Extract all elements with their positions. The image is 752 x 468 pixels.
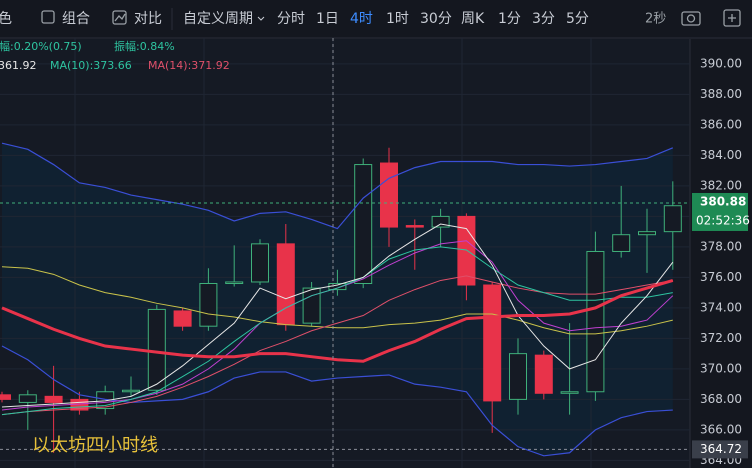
toolbar-item[interactable]: 3分 bbox=[532, 11, 555, 27]
icon-camera[interactable] bbox=[681, 11, 701, 26]
low-marker-label: 364.72 bbox=[700, 442, 742, 456]
candle-body bbox=[18, 394, 37, 403]
y-tick-label: 376.00 bbox=[700, 270, 742, 284]
candle-body bbox=[405, 225, 424, 228]
candle-body bbox=[147, 308, 166, 391]
last-price-tag bbox=[692, 192, 748, 231]
candle-body bbox=[276, 243, 295, 326]
toolbar-item[interactable]: 1分 bbox=[498, 11, 521, 27]
y-tick-label: 384.00 bbox=[700, 148, 742, 162]
candle-body bbox=[638, 231, 656, 236]
toolbar-item[interactable]: 组合 bbox=[62, 11, 90, 27]
dropdown-arrow bbox=[257, 16, 265, 21]
indicator-line bbox=[1, 246, 673, 416]
y-tick-label: 372.00 bbox=[700, 331, 742, 345]
candle-body bbox=[0, 394, 11, 400]
toolbar-item[interactable]: 对比 bbox=[134, 11, 162, 27]
candle-body bbox=[612, 234, 631, 252]
y-tick-label: 370.00 bbox=[700, 361, 742, 375]
y-tick-label: 368.00 bbox=[700, 392, 742, 406]
candle-body bbox=[302, 287, 321, 324]
indicator-line bbox=[1, 223, 674, 408]
candle-body bbox=[663, 205, 682, 233]
y-tick-label: 386.00 bbox=[700, 117, 742, 131]
indicator-line bbox=[1, 142, 674, 230]
icon-compare bbox=[112, 10, 127, 25]
toolbar-item[interactable]: 1日 bbox=[316, 11, 339, 27]
toolbar bbox=[0, 0, 752, 38]
indicator-line bbox=[1, 279, 674, 363]
countdown: 02:52:36 bbox=[696, 213, 750, 227]
candle-body bbox=[354, 164, 373, 284]
legend-entry: MA(14):371.92 bbox=[148, 59, 230, 72]
indicator-line bbox=[1, 275, 673, 416]
candle-body bbox=[251, 243, 269, 283]
info-change: 涨幅:0.20%(0.75) bbox=[0, 40, 82, 53]
toolbar-item[interactable]: 分时 bbox=[277, 11, 305, 27]
toolbar-item[interactable]: 自定义周期 bbox=[183, 11, 253, 27]
y-tick-label: 382.00 bbox=[700, 178, 742, 192]
icon-compare-line bbox=[114, 13, 126, 22]
toolbar-item[interactable]: 4时 bbox=[350, 11, 373, 27]
y-tick-label: 366.00 bbox=[700, 422, 742, 436]
info-amplitude: 振幅:0.84% bbox=[114, 39, 175, 53]
candle-body bbox=[225, 281, 244, 284]
candle-body bbox=[173, 310, 192, 327]
toolbar-item[interactable]: 30分 bbox=[420, 11, 452, 27]
low-marker-tag bbox=[692, 440, 748, 459]
y-tick-label: 378.00 bbox=[700, 239, 742, 253]
candle-body bbox=[380, 162, 398, 228]
toolbar-item[interactable]: 1时 bbox=[386, 11, 409, 27]
candle-body bbox=[199, 282, 218, 327]
last-price-label: 380.88 bbox=[700, 194, 746, 208]
icon-combo bbox=[41, 10, 55, 24]
indicator-line bbox=[1, 345, 673, 457]
icon-settings-cross bbox=[728, 14, 736, 22]
y-tick-label: 388.00 bbox=[700, 87, 742, 101]
candle-body bbox=[560, 391, 579, 394]
y-tick-label: 390.00 bbox=[700, 56, 742, 70]
icon-settings[interactable] bbox=[723, 9, 741, 27]
candle-body bbox=[534, 354, 553, 394]
watermark: 以太坊四小时线 bbox=[32, 435, 158, 456]
candle-body bbox=[509, 353, 527, 400]
candle-body bbox=[44, 395, 63, 403]
legend-entry: MA(10):373.66 bbox=[50, 59, 132, 72]
band-fill bbox=[2, 143, 673, 456]
candle-body bbox=[586, 250, 605, 393]
candle-body bbox=[431, 215, 450, 228]
toolbar-item[interactable]: 周K bbox=[461, 11, 485, 27]
icon-camera-lens bbox=[686, 14, 696, 23]
legend-entry: 361.92 bbox=[0, 59, 37, 72]
indicator-line bbox=[1, 266, 673, 335]
candle-body bbox=[122, 389, 140, 393]
candle-body bbox=[457, 215, 476, 286]
candle-body bbox=[483, 284, 502, 402]
toolbar-item[interactable]: 5分 bbox=[566, 11, 589, 27]
refresh-interval[interactable]: 2秒 bbox=[645, 12, 666, 27]
toolbar-item[interactable]: 色 bbox=[0, 10, 12, 27]
y-tick-label: 374.00 bbox=[700, 300, 742, 314]
